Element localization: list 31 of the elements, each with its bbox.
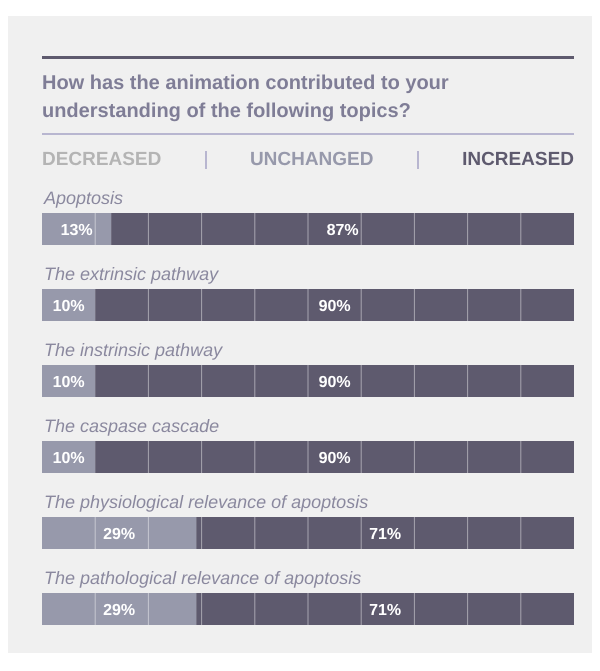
data-label: 13% [60, 222, 93, 239]
bar [42, 593, 196, 625]
text: UNCHANGED [250, 149, 374, 171]
data-label: 10% [52, 374, 85, 391]
bar [95, 365, 574, 397]
text: INCREASED [462, 149, 574, 171]
bar [111, 213, 574, 245]
bar [42, 213, 112, 245]
data-label: 90% [318, 450, 351, 467]
data-label: 87% [326, 222, 359, 239]
bar [42, 517, 196, 549]
data-label: 10% [52, 450, 85, 467]
data-label: 10% [52, 298, 85, 315]
y-tick-label: The instrinsic pathway [44, 340, 224, 360]
data-label: 90% [318, 374, 351, 391]
legend-label: DECREASED [42, 149, 162, 171]
y-tick-label: The pathological relevance of apoptosis [44, 568, 362, 588]
data-label: 29% [103, 526, 136, 543]
y-tick-label: The caspase cascade [44, 416, 220, 436]
bar [196, 593, 574, 625]
data-label: 29% [103, 602, 136, 619]
data-label: 90% [318, 298, 351, 315]
y-tick-label: The physiological relevance of apoptosis [44, 492, 368, 512]
bar [95, 289, 574, 321]
y-tick-label: The extrinsic pathway [44, 264, 220, 284]
bar [95, 441, 574, 473]
data-label: 71% [369, 526, 402, 543]
chart-title: How has the animation contributed to your understanding of the following topics? [42, 56, 574, 135]
data-label: 71% [369, 602, 402, 619]
bar [196, 517, 574, 549]
y-tick-label: Apoptosis [43, 188, 124, 208]
